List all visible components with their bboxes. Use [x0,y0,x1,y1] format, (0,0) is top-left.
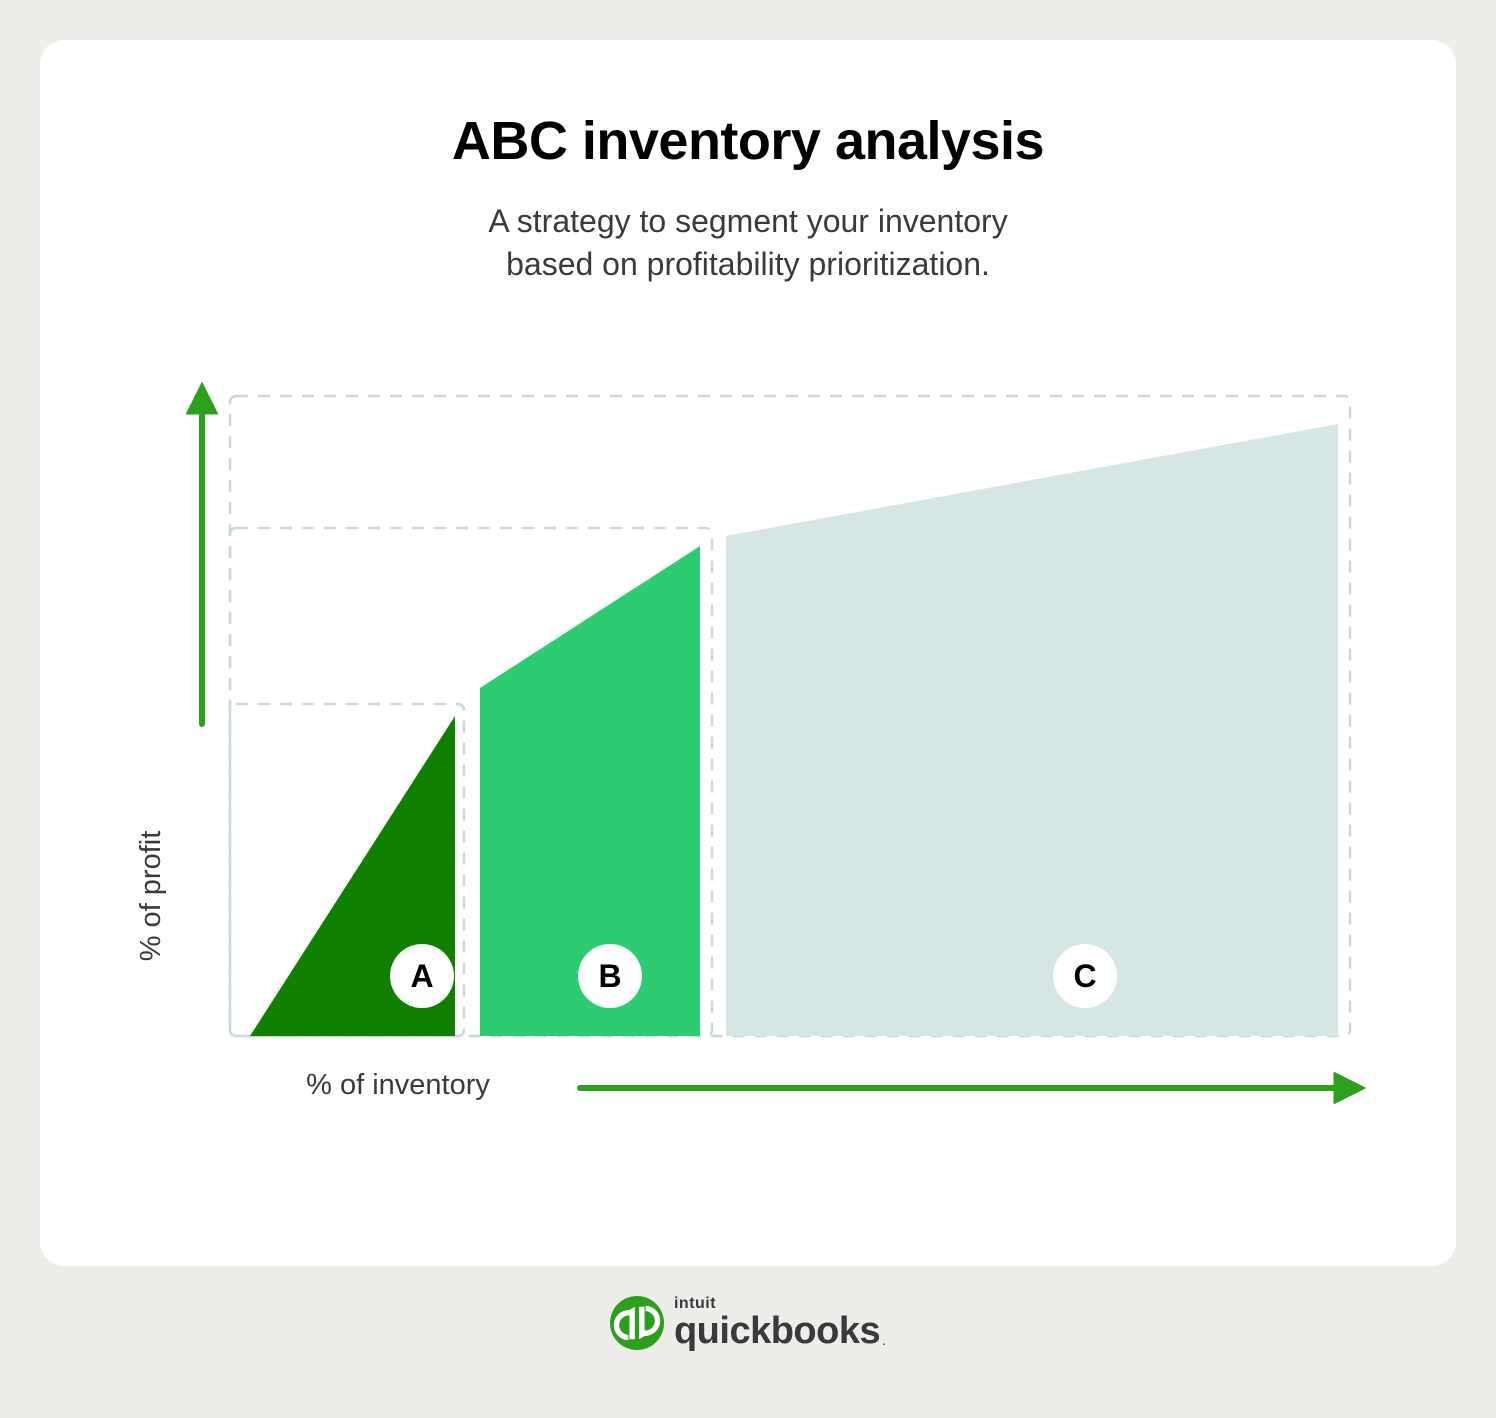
chart-svg: A B C % of profit % of inventory [120,376,1376,1136]
abc-chart: A B C % of profit % of inventory [120,376,1376,1216]
quickbooks-mark-icon [610,1296,664,1350]
brand-dot: . [882,1332,886,1348]
x-axis-label: % of inventory [306,1069,490,1101]
badge-b-label: B [598,958,621,994]
segment-c [726,424,1338,1036]
subtitle-line-2: based on profitability prioritization. [506,246,990,282]
brand-text: intuit quickbooks. [674,1296,886,1350]
infographic-subtitle: A strategy to segment your inventory bas… [488,200,1007,286]
y-axis-label: % of profit [135,831,167,962]
infographic-card: ABC inventory analysis A strategy to seg… [40,40,1456,1266]
infographic-title: ABC inventory analysis [452,110,1044,172]
subtitle-line-1: A strategy to segment your inventory [488,203,1007,239]
badge-c-label: C [1073,958,1096,994]
brand-logo: intuit quickbooks. [610,1296,886,1350]
badge-a-label: A [410,958,433,994]
brand-name: quickbooks [674,1310,880,1352]
